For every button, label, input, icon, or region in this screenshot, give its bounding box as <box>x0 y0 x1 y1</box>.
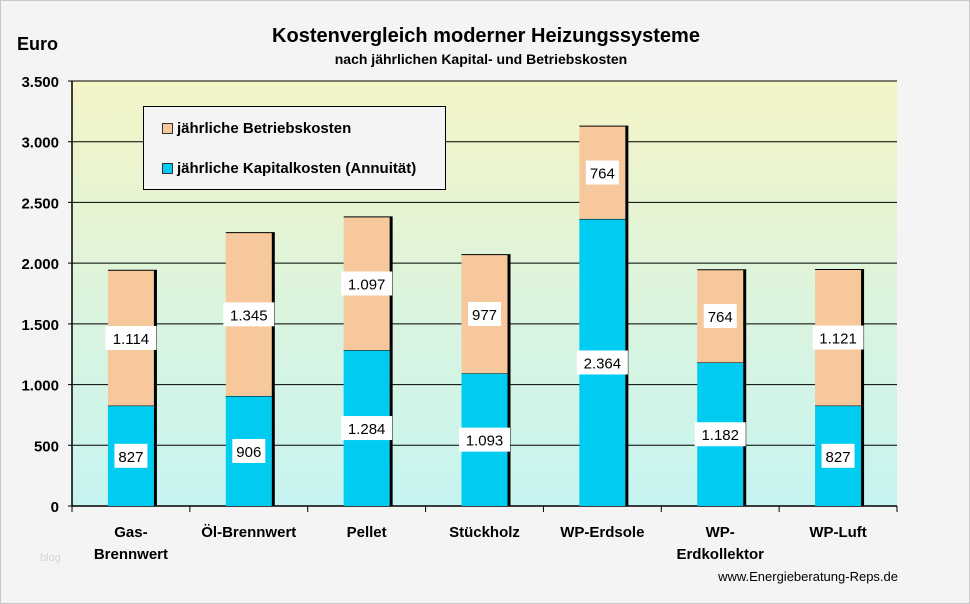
legend: jährliche Betriebskosten jährliche Kapit… <box>143 106 446 190</box>
data-label-box <box>576 350 628 375</box>
data-label-box <box>341 271 393 296</box>
data-label-box <box>105 325 157 350</box>
data-label-box <box>694 422 746 447</box>
data-label: 764 <box>590 166 615 183</box>
data-label: 906 <box>236 444 261 461</box>
data-label: 1.114 <box>113 331 149 348</box>
data-label: 1.345 <box>230 307 268 324</box>
y-tick-label: 1.500 <box>21 317 59 334</box>
x-tick-label: Pellet <box>347 524 387 541</box>
chart-subtitle: nach jährlichen Kapital- und Betriebskos… <box>334 51 628 67</box>
data-label: 827 <box>118 449 143 466</box>
legend-swatch <box>162 123 173 134</box>
x-tick-label: Erdkollektor <box>676 546 764 563</box>
x-tick-label: Stückholz <box>449 524 520 541</box>
y-tick-label: 1.000 <box>21 378 59 395</box>
legend-item-kapitalkosten: jährliche Kapitalkosten (Annuität) <box>162 160 416 177</box>
x-tick-label: WP-Luft <box>809 524 866 541</box>
x-tick-label: Öl-Brennwert <box>201 524 296 541</box>
data-label: 2.364 <box>584 355 622 372</box>
x-tick-label: WP-Erdsole <box>560 524 644 541</box>
data-label: 977 <box>472 307 497 324</box>
watermark: blog <box>40 552 61 564</box>
data-label-box <box>585 160 619 185</box>
y-axis-label: Euro <box>17 34 59 54</box>
y-tick-label: 0 <box>51 499 59 516</box>
data-label-box <box>232 438 266 463</box>
y-tick-label: 2.000 <box>21 256 59 273</box>
legend-label: jährliche Kapitalkosten (Annuität) <box>177 160 417 177</box>
data-label: 1.093 <box>466 433 504 450</box>
y-tick-label: 500 <box>34 438 59 455</box>
data-label: 1.121 <box>819 331 857 348</box>
data-label: 1.097 <box>348 276 386 293</box>
data-label-box <box>114 443 148 468</box>
legend-item-betriebskosten: jährliche Betriebskosten <box>162 120 351 137</box>
data-label-box <box>459 427 510 452</box>
data-label-box <box>341 416 393 441</box>
legend-label: jährliche Betriebskosten <box>177 120 352 137</box>
data-label-box <box>703 304 737 329</box>
x-tick-label: WP- <box>706 524 735 541</box>
source-link[interactable]: www.Energieberatung-Reps.de <box>718 569 898 584</box>
data-label: 1.284 <box>348 421 386 438</box>
data-label: 1.182 <box>701 427 739 444</box>
data-label-box <box>812 325 864 350</box>
y-tick-label: 3.500 <box>21 74 59 91</box>
y-tick-label: 3.000 <box>21 135 59 152</box>
x-tick-label: Gas- <box>114 524 147 541</box>
data-label-box <box>223 302 275 327</box>
data-label: 764 <box>708 309 733 326</box>
y-tick-label: 2.500 <box>21 195 59 212</box>
legend-swatch <box>162 163 173 174</box>
data-label-box <box>468 301 501 326</box>
x-tick-label: Brennwert <box>94 546 168 563</box>
data-label-box <box>821 443 855 468</box>
data-label: 827 <box>826 449 851 466</box>
chart-title: Kostenvergleich moderner Heizungssysteme <box>272 25 700 47</box>
